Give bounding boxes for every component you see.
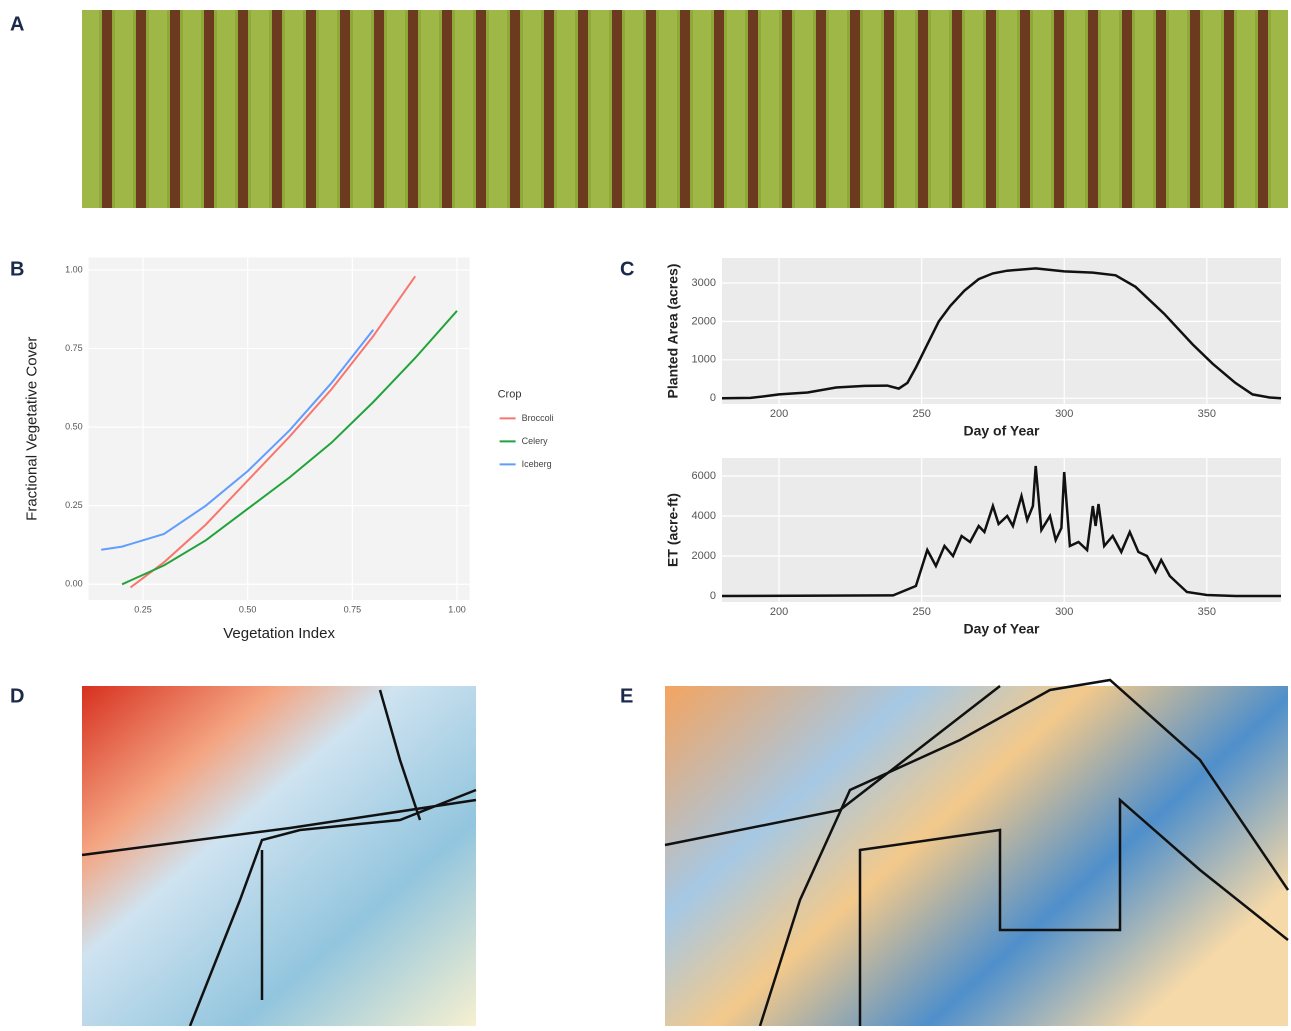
map-e-outline bbox=[664, 678, 1290, 1027]
y-tick-label: 6000 bbox=[692, 470, 716, 482]
y-tick-label: 0 bbox=[710, 590, 716, 602]
legend-label: Broccoli bbox=[522, 413, 554, 423]
panel-label: E bbox=[620, 685, 633, 707]
x-tick-label: 1.00 bbox=[448, 604, 466, 614]
y-tick-label: 1000 bbox=[692, 354, 716, 366]
map-e bbox=[665, 686, 1288, 1026]
y-tick-label: 2000 bbox=[692, 550, 716, 562]
x-tick-label: 350 bbox=[1198, 408, 1216, 420]
panel-label: A bbox=[10, 13, 24, 35]
legend-title: Crop bbox=[498, 388, 522, 400]
y-tick-label: 0.25 bbox=[65, 500, 83, 510]
y-tick-label: 0.50 bbox=[65, 422, 83, 432]
series-line bbox=[721, 267, 1282, 400]
field-photo bbox=[82, 10, 1288, 208]
x-axis-title: Day of Year bbox=[963, 621, 1040, 637]
x-tick-label: 0.75 bbox=[344, 604, 362, 614]
series-line bbox=[101, 329, 375, 551]
x-axis-title: Vegetation Index bbox=[223, 625, 335, 642]
panel-label: B bbox=[10, 258, 24, 280]
y-tick-label: 3000 bbox=[692, 277, 716, 289]
x-tick-label: 250 bbox=[912, 606, 930, 618]
y-tick-label: 1.00 bbox=[65, 264, 83, 274]
series-line bbox=[721, 465, 1281, 598]
x-tick-label: 250 bbox=[912, 408, 930, 420]
x-tick-label: 300 bbox=[1055, 606, 1073, 618]
panel-label: C bbox=[620, 258, 634, 280]
series-line bbox=[129, 275, 417, 589]
y-tick-label: 0 bbox=[710, 392, 716, 404]
x-axis-title: Day of Year bbox=[963, 423, 1040, 439]
y-axis-title: Fractional Vegetative Cover bbox=[24, 337, 41, 521]
y-tick-label: 0.00 bbox=[65, 579, 83, 589]
y-tick-label: 0.75 bbox=[65, 343, 83, 353]
map-d-outline bbox=[81, 689, 477, 1027]
legend-label: Iceberg bbox=[522, 459, 552, 469]
map-d bbox=[82, 686, 476, 1026]
panel-label: D bbox=[10, 685, 24, 707]
plot-background bbox=[722, 458, 1281, 602]
plot-background bbox=[722, 258, 1281, 404]
y-axis-title: ET (acre-ft) bbox=[665, 493, 681, 567]
x-tick-label: 350 bbox=[1198, 606, 1216, 618]
x-tick-label: 200 bbox=[770, 606, 788, 618]
x-tick-label: 200 bbox=[770, 408, 788, 420]
x-tick-label: 0.50 bbox=[239, 604, 257, 614]
x-tick-label: 300 bbox=[1055, 408, 1073, 420]
series-line bbox=[121, 310, 458, 586]
plot-background bbox=[88, 257, 470, 600]
y-tick-label: 2000 bbox=[692, 315, 716, 327]
legend-label: Celery bbox=[522, 436, 549, 446]
y-tick-label: 4000 bbox=[692, 510, 716, 522]
y-axis-title: Planted Area (acres) bbox=[665, 264, 681, 399]
x-tick-label: 0.25 bbox=[134, 604, 152, 614]
